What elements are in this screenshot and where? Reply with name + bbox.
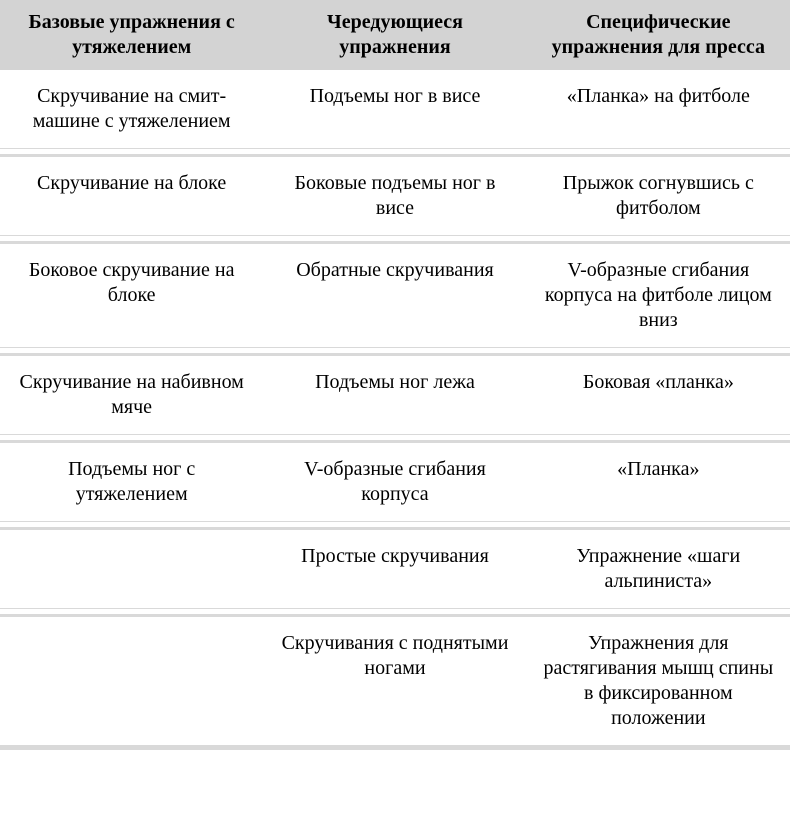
cell: Прыжок согнувшись с фитболом [527,156,790,236]
row-separator [0,236,790,243]
cell: Скручивание на блоке [0,156,263,236]
cell: V-образные сгибания корпуса [263,442,526,522]
cell: Боковая «планка» [527,355,790,435]
cell: Упражнение «шаги альпиниста» [527,529,790,609]
exercise-table: Базовые упражнения с утяжелением Чередую… [0,0,790,750]
table-row: Скручивание на блоке Боковые подъемы ног… [0,156,790,236]
table-body: Скручивание на смит-машине с утяжелением… [0,70,790,750]
table-row: Подъемы ног с утяжелением V-образные сги… [0,442,790,522]
table-row: Скручивание на набивном мяче Подъемы ног… [0,355,790,435]
column-header: Чередующиеся упражнения [263,0,526,70]
row-separator [0,348,790,355]
row-separator [0,149,790,156]
column-header: Базовые упражнения с утяжелением [0,0,263,70]
cell [0,529,263,609]
table-row: Боковое скручивание на блоке Обратные ск… [0,243,790,348]
cell: Простые скручивания [263,529,526,609]
cell: Скручивание на смит-машине с утяжелением [0,70,263,149]
cell: Скручивания с поднятыми ногами [263,616,526,746]
cell: Скручивание на набивном мяче [0,355,263,435]
cell: Подъемы ног с утяжелением [0,442,263,522]
cell: Боковое скручивание на блоке [0,243,263,348]
table-header-row: Базовые упражнения с утяжелением Чередую… [0,0,790,70]
row-separator [0,609,790,616]
column-header: Специфические упражнения для пресса [527,0,790,70]
row-separator [0,522,790,529]
cell: Обратные скручивания [263,243,526,348]
cell [0,616,263,746]
table-row: Скручивание на смит-машине с утяжелением… [0,70,790,149]
table-row: Простые скручивания Упражнение «шаги аль… [0,529,790,609]
table-row: Скручивания с поднятыми ногами Упражнени… [0,616,790,746]
cell: V-образные сгибания корпуса на фитболе л… [527,243,790,348]
cell: Подъемы ног лежа [263,355,526,435]
cell: Упражнения для растягивания мышц спины в… [527,616,790,746]
cell: «Планка» [527,442,790,522]
cell: «Планка» на фитболе [527,70,790,149]
cell: Боковые подъемы ног в висе [263,156,526,236]
row-separator [0,745,790,750]
row-separator [0,435,790,442]
cell: Подъемы ног в висе [263,70,526,149]
